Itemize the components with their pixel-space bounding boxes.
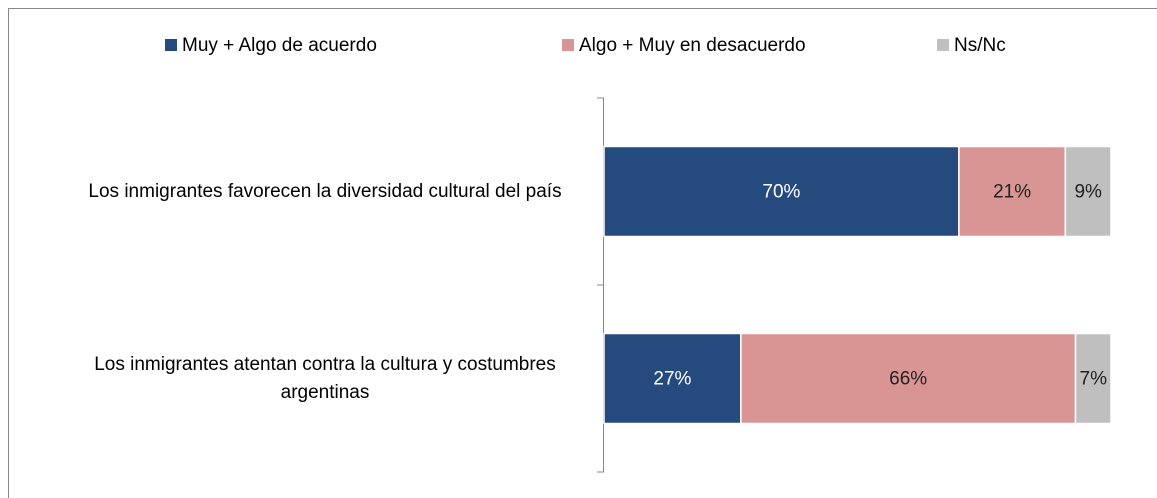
value-label: 27%	[653, 369, 691, 390]
legend-label: Algo + Muy en desacuerdo	[579, 35, 806, 56]
value-label: 21%	[993, 182, 1031, 203]
legend-label: Ns/Nc	[954, 35, 1006, 56]
bar-segment	[603, 332, 742, 425]
legend-swatch	[562, 39, 574, 51]
legend-label: Muy + Algo de acuerdo	[182, 35, 377, 56]
value-label: 66%	[889, 369, 927, 390]
category-label: Los inmigrantes atentan contra la cultur…	[94, 353, 556, 403]
value-label: 7%	[1080, 369, 1108, 390]
bar-segment	[958, 145, 1067, 238]
category-label: Los inmigrantes favorecen la diversidad …	[88, 180, 562, 202]
bar-segment	[1074, 332, 1112, 425]
legend-swatch	[165, 39, 177, 51]
bar-segment	[603, 145, 960, 238]
value-label: 70%	[762, 182, 800, 203]
bar-segment	[740, 332, 1077, 425]
value-label: 9%	[1074, 182, 1102, 203]
bar-segment	[1064, 145, 1112, 238]
frame	[8, 8, 1157, 498]
legend-swatch	[937, 39, 949, 51]
